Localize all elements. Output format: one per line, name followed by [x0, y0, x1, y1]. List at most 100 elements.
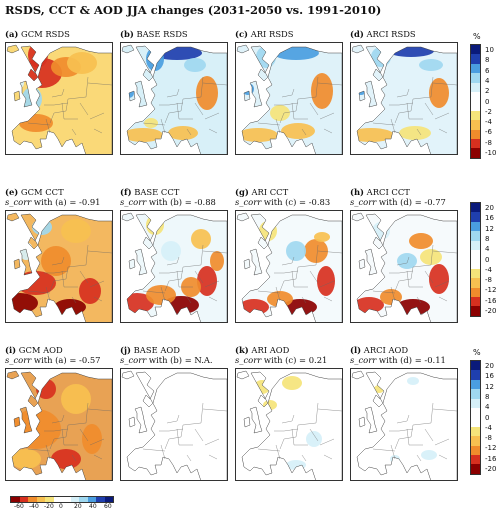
land-fill [7, 45, 112, 154]
anomaly-blob [19, 242, 33, 260]
colorbar-swatch [471, 436, 480, 446]
anomaly-blob [123, 128, 163, 142]
coastline [13, 90, 21, 102]
coastline [19, 406, 33, 434]
anomaly-blob [61, 384, 91, 414]
map-panel: (h) ARCI CCT s_corr with (d) = -0.77 [350, 187, 466, 350]
colorbar-swatch [471, 139, 480, 149]
anomaly-blob [281, 123, 315, 139]
colorbar-tick: -4 [485, 265, 492, 274]
panel-name: GCM RSDS [18, 29, 70, 39]
anomaly-blob [311, 73, 333, 109]
land-fill [237, 45, 342, 154]
panel-label: (k) ARI AOD s_corr with (c) = 0.21 [235, 345, 327, 366]
anomaly-blob [421, 450, 437, 460]
colorbar-tick: -8 [485, 434, 492, 443]
colorbar-tick: -2 [485, 107, 492, 116]
map-svg [236, 370, 342, 480]
panel-id: (b) [120, 29, 134, 39]
bottom-colorbar-tick: 60 [104, 503, 112, 510]
colorbar-swatch [471, 73, 480, 83]
bottom-colorbar-tick: 0 [59, 503, 63, 510]
bottom-colorbar-swatch [45, 497, 54, 502]
country-borders [27, 402, 112, 462]
map-svg [236, 44, 342, 154]
map-svg [351, 212, 457, 322]
colorbar-swatch [471, 63, 480, 74]
coastline [11, 371, 112, 480]
colorbar-swatch [471, 148, 480, 158]
bottom-colorbar-swatch [62, 497, 71, 502]
panel-label: (b) BASE RSDS [120, 29, 188, 40]
bottom-colorbar-swatch [96, 497, 105, 502]
colorbar-tick: -12 [485, 286, 497, 295]
colorbar-swatch [471, 297, 480, 307]
colorbar-tick: -20 [485, 307, 497, 315]
coastline [19, 248, 33, 276]
colorbar-swatch [471, 417, 480, 427]
country-borders [142, 244, 227, 304]
colorbar-tick: 20 [485, 362, 494, 370]
panel-correlation: s_corr with (b) = N.A. [120, 355, 213, 366]
correlation-symbol: s_corr [235, 196, 262, 207]
colorbar-swatch [471, 101, 480, 111]
coastline [6, 44, 20, 54]
map-svg [351, 44, 457, 154]
anomaly-blob [429, 264, 449, 294]
europe-map [120, 368, 228, 481]
map-panel: (b) BASE RSDS [120, 29, 236, 192]
anomaly-blob [355, 83, 367, 95]
colorbar-tick: 4 [485, 76, 490, 85]
panel-label: (h) ARCI CCT s_corr with (d) = -0.77 [350, 187, 446, 207]
coastline [13, 258, 21, 270]
colorbar-tick: 2 [485, 87, 490, 96]
colorbar-tick: -6 [485, 128, 492, 137]
coastline [243, 416, 251, 428]
coastline [243, 90, 251, 102]
anomaly-blob [79, 278, 101, 304]
panel-correlation: s_corr with (d) = -0.11 [350, 355, 446, 366]
coastline [364, 406, 378, 434]
coastline [19, 80, 33, 108]
colorbar-tick: 0 [485, 255, 490, 264]
colorbar-swatch [471, 379, 480, 390]
map-panel: (k) ARI AOD s_corr with (c) = 0.21 [235, 345, 351, 508]
land-fill [237, 371, 342, 480]
panel-label: (g) ARI CCT s_corr with (c) = -0.83 [235, 187, 330, 208]
land-fill [237, 213, 342, 322]
panel-name: ARI RSDS [248, 29, 294, 39]
map-panel: (d) ARCI RSDS [350, 29, 466, 192]
panel-name: ARCI CCT [364, 187, 410, 197]
panel-label: (e) GCM CCT s_corr with (a) = -0.91 [5, 187, 101, 207]
colorbar-swatch [471, 389, 480, 399]
panel-name: ARCI AOD [361, 345, 409, 355]
panel-correlation: s_corr with (c) = -0.83 [235, 196, 330, 208]
anomaly-blob [161, 241, 181, 261]
bottom-colorbar-swatch [11, 497, 20, 502]
colorbar-tick: -12 [485, 444, 497, 453]
land-fill [122, 213, 227, 322]
coastline [11, 45, 112, 154]
coastline [249, 248, 263, 276]
land-fill [7, 213, 112, 322]
colorbar-tick: 0 [485, 97, 490, 106]
coastline [236, 212, 250, 222]
europe-map [235, 42, 343, 155]
panel-label: (d) ARCI RSDS [350, 29, 416, 40]
country-borders [27, 244, 112, 304]
colorbar-swatch [471, 82, 480, 93]
anomaly-blob [304, 239, 328, 263]
anomaly-blob [197, 266, 217, 296]
anomaly-blob [286, 241, 306, 261]
land-fill [352, 371, 457, 480]
panel-label: (c) ARI RSDS [235, 29, 294, 40]
coastline [13, 416, 21, 428]
bottom-colorbar-swatch [104, 497, 113, 502]
anomaly-blob [146, 285, 176, 305]
anomaly-blob [270, 105, 290, 121]
panel-name: BASE RSDS [133, 29, 188, 39]
map-svg [121, 370, 227, 480]
anomaly-blob [317, 266, 335, 296]
panel-correlation: s_corr with (c) = 0.21 [235, 355, 327, 366]
colorbar-tick: 8 [485, 392, 490, 401]
